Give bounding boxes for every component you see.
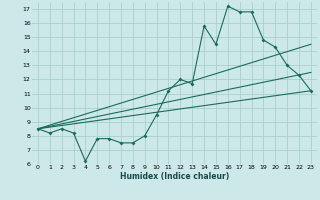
X-axis label: Humidex (Indice chaleur): Humidex (Indice chaleur) <box>120 172 229 181</box>
